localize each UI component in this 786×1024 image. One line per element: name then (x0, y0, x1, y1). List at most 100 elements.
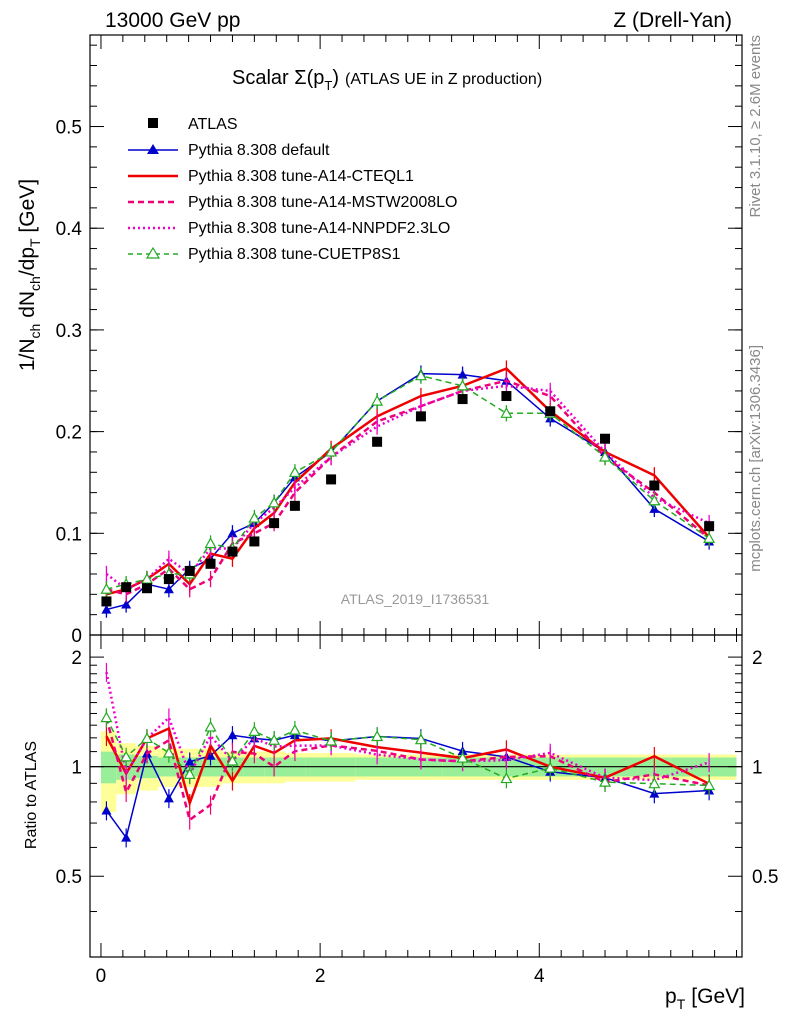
data-point-atlas (205, 558, 216, 569)
series-line-2 (106, 379, 710, 596)
ratio-marker-4 (544, 761, 557, 773)
ratio-panel-frame (89, 634, 743, 958)
series-marker-4 (703, 532, 716, 543)
ratio-axis-label: Ratio to ATLAS (23, 741, 40, 849)
series-marker-4 (140, 572, 154, 584)
y-tick-label: 0.2 (56, 423, 82, 444)
series-marker-4 (648, 494, 661, 506)
ratio-marker-4 (703, 779, 716, 791)
ratio-marker-4 (288, 723, 301, 735)
data-point-atlas (249, 536, 260, 547)
x-tick-label: 4 (534, 966, 545, 987)
y-axis-label: 1/Nch dNch/dpT [GeV] (16, 179, 43, 371)
ratio-marker-4 (500, 772, 513, 784)
mcplots-label: mcplots.cern.ch [arXiv:1306.3436] (747, 345, 764, 572)
ratio-marker-4 (120, 750, 133, 762)
legend-label-nnpdf: Pythia 8.308 tune-A14-NNPDF2.3LO (188, 220, 450, 237)
plot-title-close: ) (332, 67, 339, 89)
x-axis-label-sub: T (677, 996, 686, 1012)
x-axis-label-tail: [GeV] (691, 985, 745, 1008)
data-point-atlas (269, 518, 280, 529)
legend-label-cteql1: Pythia 8.308 tune-A14-CTEQL1 (188, 168, 414, 185)
data-point-atlas (457, 394, 468, 405)
data-point-atlas (184, 565, 195, 576)
data-point-atlas (141, 583, 152, 594)
process-label: Z (Drell-Yan) (613, 9, 732, 32)
ratio-marker-4 (100, 711, 113, 723)
series-marker-4 (456, 379, 469, 391)
rivet-version-label: Rivet 3.1.10, ≥ 2.6M events (747, 35, 764, 218)
ratio-tick-label: 1 (71, 758, 82, 779)
data-point-atlas (649, 480, 660, 491)
series-marker-4 (500, 407, 513, 418)
ratio-marker-4 (648, 777, 661, 789)
series-marker-0 (101, 604, 112, 614)
plot-title: Scalar Σ(pT) (ATLAS UE in Z production) (232, 67, 542, 93)
ratio-marker-4 (248, 725, 261, 736)
series-marker-0 (457, 369, 468, 379)
y-tick-label: 0.3 (56, 321, 82, 342)
series-marker-4 (204, 537, 217, 549)
energy-label: 13000 GeV pp (105, 9, 240, 32)
ratio-tick-label: 2 (71, 648, 82, 669)
data-point-atlas (289, 500, 300, 511)
x-axis-label-main: p (665, 985, 677, 1008)
data-point-atlas (372, 436, 383, 447)
legend-label-mstw: Pythia 8.308 tune-A14-MSTW2008LO (188, 194, 457, 211)
ratio-tick-label: 0.5 (56, 867, 82, 888)
data-point-atlas (704, 521, 715, 532)
ratio-tick-label-right: 1 (752, 758, 763, 779)
data-point-atlas (227, 546, 238, 557)
series-marker-4 (414, 369, 427, 381)
series-marker-0 (227, 528, 238, 538)
y-tick-label: 0.5 (56, 118, 82, 139)
ratio-marker-0 (121, 832, 132, 842)
ratio-marker-0 (227, 730, 238, 740)
ratio-marker-0 (101, 805, 112, 815)
ratio-marker-4 (414, 733, 427, 745)
plot-title-sub: T (324, 78, 332, 93)
ratio-marker-4 (456, 751, 469, 763)
legend: ATLAS Pythia 8.308 default Pythia 8.308 … (128, 116, 457, 263)
series-line-1 (106, 367, 711, 596)
data-point-atlas (121, 582, 132, 593)
series-marker-4 (100, 583, 113, 594)
data-point-atlas (545, 406, 556, 417)
series-marker-4 (268, 496, 281, 508)
ratio-marker-4 (226, 754, 239, 766)
ratio-marker-4 (162, 746, 175, 758)
y-tick-label: 0 (71, 626, 82, 647)
x-axis-label: pT [GeV] (665, 985, 745, 1012)
series-marker-4 (599, 450, 612, 462)
data-point-atlas (415, 411, 426, 422)
legend-marker-default (147, 144, 159, 154)
x-tick-label: 2 (315, 966, 326, 987)
legend-label-default: Pythia 8.308 default (188, 142, 330, 159)
series-marker-4 (288, 466, 301, 477)
ratio-marker-4 (599, 775, 612, 787)
ratio-band-stat (100, 751, 117, 784)
ratio-marker-4 (268, 734, 281, 745)
plot-title-main: Scalar Σ(p (232, 67, 324, 89)
series-marker-0 (121, 599, 132, 609)
data-point-atlas (501, 391, 512, 402)
x-tick-label: 0 (96, 966, 107, 987)
legend-marker-atlas (148, 118, 158, 128)
series-marker-0 (163, 584, 174, 594)
ratio-marker-4 (183, 768, 196, 779)
ratio-marker-4 (140, 732, 154, 744)
plot-title-tail: (ATLAS UE in Z production) (345, 71, 542, 88)
ratio-marker-0 (163, 793, 174, 803)
data-point-atlas (326, 474, 337, 485)
ratio-marker-4 (204, 720, 217, 732)
ratio-tick-label-right: 0.5 (752, 867, 778, 888)
legend-label-atlas: ATLAS (188, 116, 238, 133)
analysis-id-label: ATLAS_2019_I1736531 (341, 591, 490, 607)
y-tick-label: 0.1 (56, 524, 82, 545)
data-point-atlas (101, 596, 112, 607)
legend-label-cuetp8s1: Pythia 8.308 tune-CUETP8S1 (188, 246, 401, 263)
data-point-atlas (163, 574, 174, 585)
series-marker-4 (371, 394, 384, 406)
y-tick-label: 0.4 (56, 219, 83, 240)
